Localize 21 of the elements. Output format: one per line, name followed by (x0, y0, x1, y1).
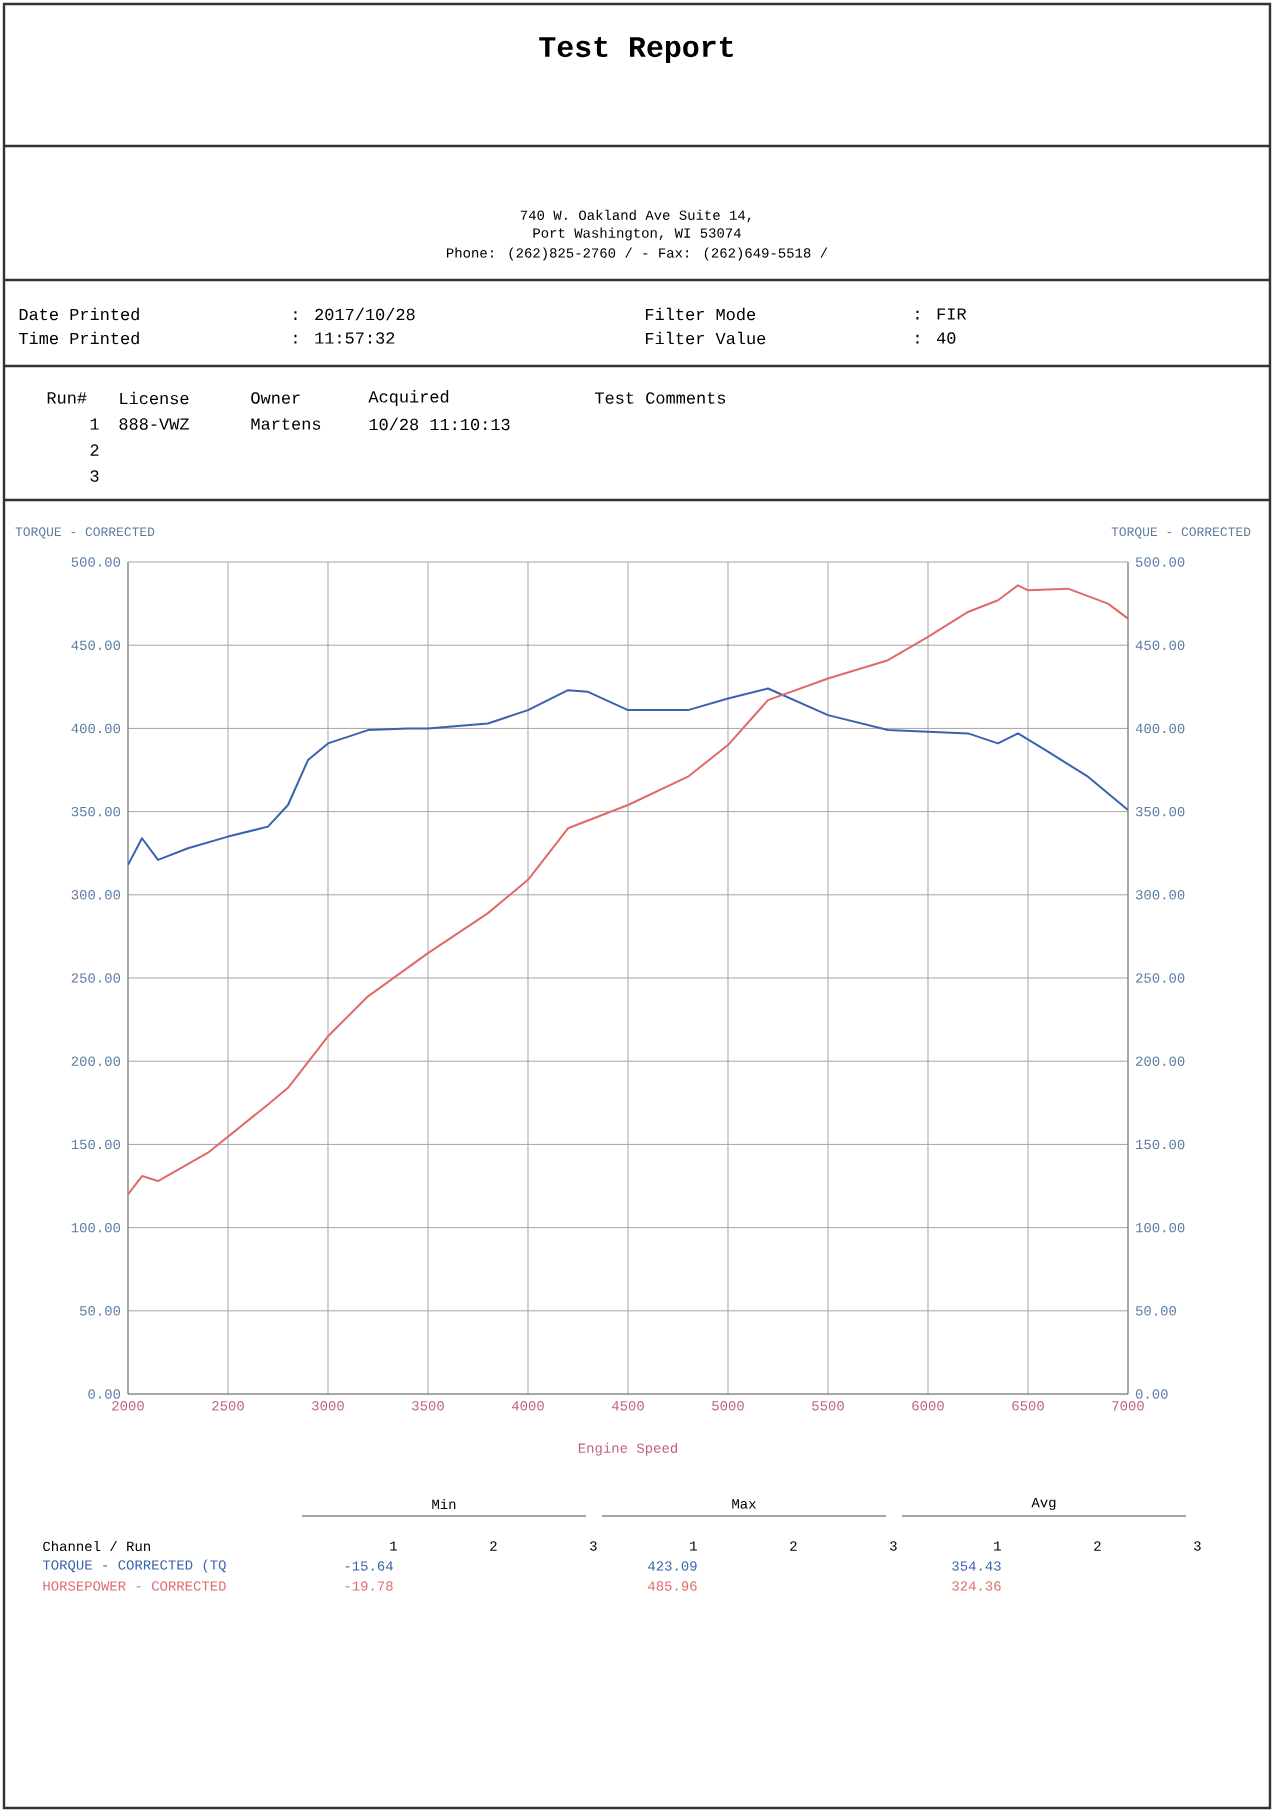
line-series (128, 584, 1128, 1196)
text: Filter Mode (645, 307, 756, 321)
text: Owner (251, 392, 300, 404)
text: 888-VWZ (119, 418, 189, 430)
text: Acquired (368, 390, 449, 406)
text: License (120, 391, 189, 405)
text: Filter Value (645, 331, 766, 345)
text: Martens (251, 418, 321, 430)
text: : 2017/10/28 (294, 307, 415, 321)
text: Run# (47, 392, 87, 404)
text: 2 (90, 444, 99, 456)
text: Time Printed (19, 331, 139, 345)
text: : 11:57:32 (294, 332, 395, 344)
text: 10/28 11:10:13 (369, 417, 510, 431)
text: 3 (90, 470, 99, 482)
text: 1 (90, 418, 99, 430)
text: : FIR (916, 308, 967, 320)
text: Date Printed (19, 307, 139, 321)
text: : 40 (916, 332, 956, 344)
chart-title: Test Report (539, 36, 733, 64)
text: Test Comments (595, 392, 726, 404)
